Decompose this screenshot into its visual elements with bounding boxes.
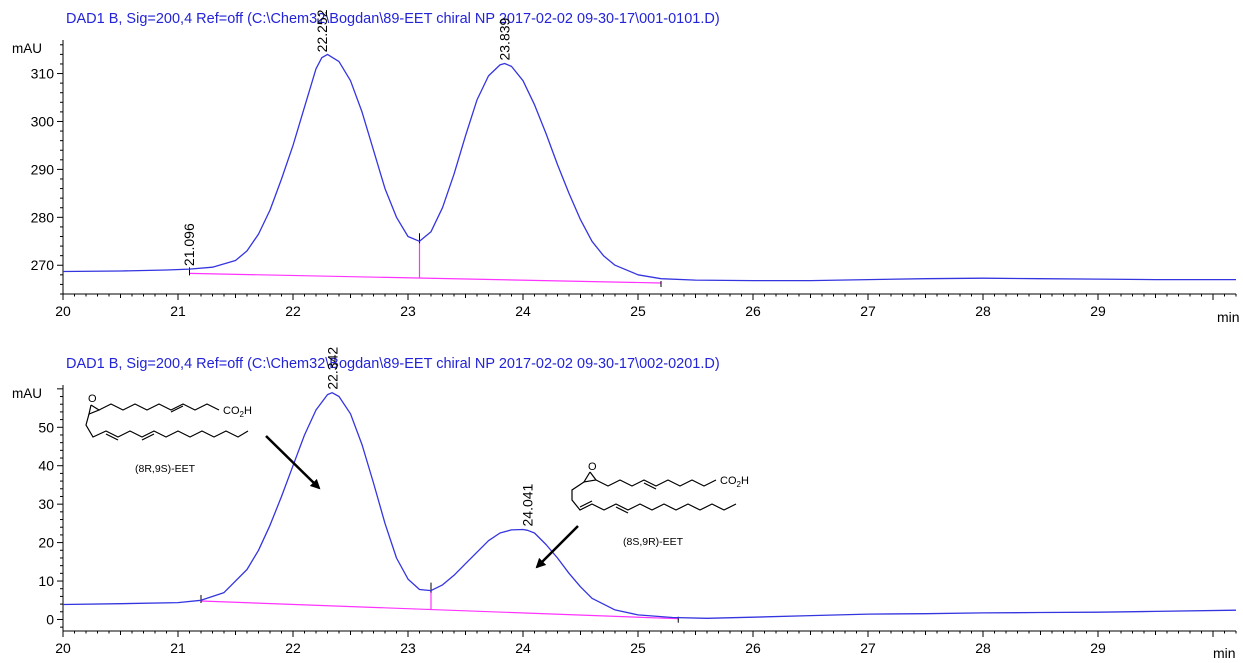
- x-axis-unit-label: min: [1213, 645, 1236, 661]
- x-tick-label: 26: [745, 640, 761, 656]
- chromatogram-panel-bottom: DAD1 B, Sig=200,4 Ref=off (C:\Chem32\Bog…: [12, 347, 1237, 661]
- chart-title: DAD1 B, Sig=200,4 Ref=off (C:\Chem32\Bog…: [66, 11, 720, 27]
- x-tick-label: 23: [400, 640, 416, 656]
- x-tick-label: 23: [400, 303, 416, 319]
- y-tick-label: 280: [31, 209, 55, 225]
- x-tick-label: 28: [975, 303, 991, 319]
- x-tick-label: 25: [630, 640, 646, 656]
- x-tick-label: 24: [515, 640, 531, 656]
- x-tick-label: 21: [170, 640, 186, 656]
- x-tick-label: 20: [55, 303, 71, 319]
- x-tick-label: 21: [170, 303, 186, 319]
- peak-label: 22.252: [314, 9, 330, 52]
- integration-baseline: [189, 233, 662, 287]
- x-tick-label: 28: [975, 640, 991, 656]
- peak-label: 22.342: [324, 347, 340, 390]
- epoxide-oxygen-label: O: [88, 393, 97, 405]
- acid-group-label: CO2H: [720, 475, 749, 489]
- y-tick-label: 270: [31, 257, 55, 273]
- trace-line: [62, 392, 1237, 619]
- arrow-to-first-peak: [265, 435, 321, 490]
- epoxide-ring: [582, 471, 598, 483]
- x-axis-unit-label: min: [1217, 309, 1240, 325]
- carbon-chain-lower: [85, 413, 249, 438]
- carbon-chain-upper: [98, 403, 220, 411]
- structure-8s9r-eet: O CO2H (8S,9R)-EET: [571, 461, 749, 548]
- x-tick-label: 22: [285, 303, 301, 319]
- y-tick-label: 0: [46, 611, 54, 627]
- y-tick-label: 310: [31, 66, 55, 82]
- axes: 270 280 290 300 310 20 21 22 23 24 25 26 27 28 29: [31, 40, 1237, 319]
- epoxide-ring: [88, 404, 101, 415]
- x-tick-label: 24: [515, 303, 531, 319]
- x-tick-label: 20: [55, 640, 71, 656]
- double-bond-line: [615, 506, 629, 514]
- peak-label: 23.839: [496, 17, 512, 60]
- double-bond-line: [105, 433, 119, 441]
- double-bond-line: [141, 433, 155, 441]
- trace: [62, 53, 1236, 282]
- structure-8r9s-eet: O CO2H (8R,9S)-EET: [85, 393, 252, 475]
- double-bond-line: [170, 405, 184, 413]
- carbon-chain-upper: [595, 479, 717, 487]
- x-tick-label: 29: [1090, 303, 1106, 319]
- y-tick-label: 50: [38, 419, 54, 435]
- baseline-line: [189, 272, 662, 284]
- peak-labels: 22.342 24.041: [324, 347, 535, 527]
- chromatogram-panel-top: DAD1 B, Sig=200,4 Ref=off (C:\Chem32\Bog…: [12, 9, 1240, 325]
- x-tick-label: 26: [745, 303, 761, 319]
- acid-group-label: CO2H: [223, 405, 252, 419]
- peak-label: 24.041: [520, 483, 536, 526]
- compound-label-left: (8R,9S)-EET: [135, 463, 196, 475]
- chart-title: DAD1 B, Sig=200,4 Ref=off (C:\Chem32\Bog…: [66, 356, 720, 372]
- y-tick-label: 300: [31, 113, 55, 129]
- integration-baseline: [200, 582, 679, 623]
- axes: 0 10 20 30 40 50 20 21 22 23 24 25 26 27 28 29: [38, 385, 1237, 656]
- x-tick-label: 27: [860, 303, 876, 319]
- epoxide-oxygen-label: O: [588, 461, 597, 473]
- y-tick-label: 30: [38, 496, 54, 512]
- arrow-to-second-peak: [535, 525, 579, 569]
- peak-labels: 21.096 22.252 23.839: [181, 9, 513, 266]
- compound-label-right: (8S,9R)-EET: [623, 536, 684, 548]
- y-axis-unit-label: mAU: [12, 386, 42, 401]
- x-tick-label: 22: [285, 640, 301, 656]
- y-tick-label: 40: [38, 458, 54, 474]
- x-tick-label: 27: [860, 640, 876, 656]
- x-tick-label: 25: [630, 303, 646, 319]
- y-tick-label: 290: [31, 161, 55, 177]
- baseline-line: [200, 600, 679, 620]
- trace: [62, 392, 1237, 619]
- peak-label: 21.096: [181, 223, 197, 266]
- y-axis-unit-label: mAU: [12, 41, 42, 56]
- trace-line: [62, 53, 1236, 282]
- x-tick-label: 29: [1090, 640, 1106, 656]
- double-bond-line: [643, 482, 657, 490]
- y-tick-label: 10: [38, 573, 54, 589]
- double-bond-line: [579, 500, 593, 508]
- y-tick-label: 20: [38, 535, 54, 551]
- carbon-chain-lower: [571, 481, 737, 511]
